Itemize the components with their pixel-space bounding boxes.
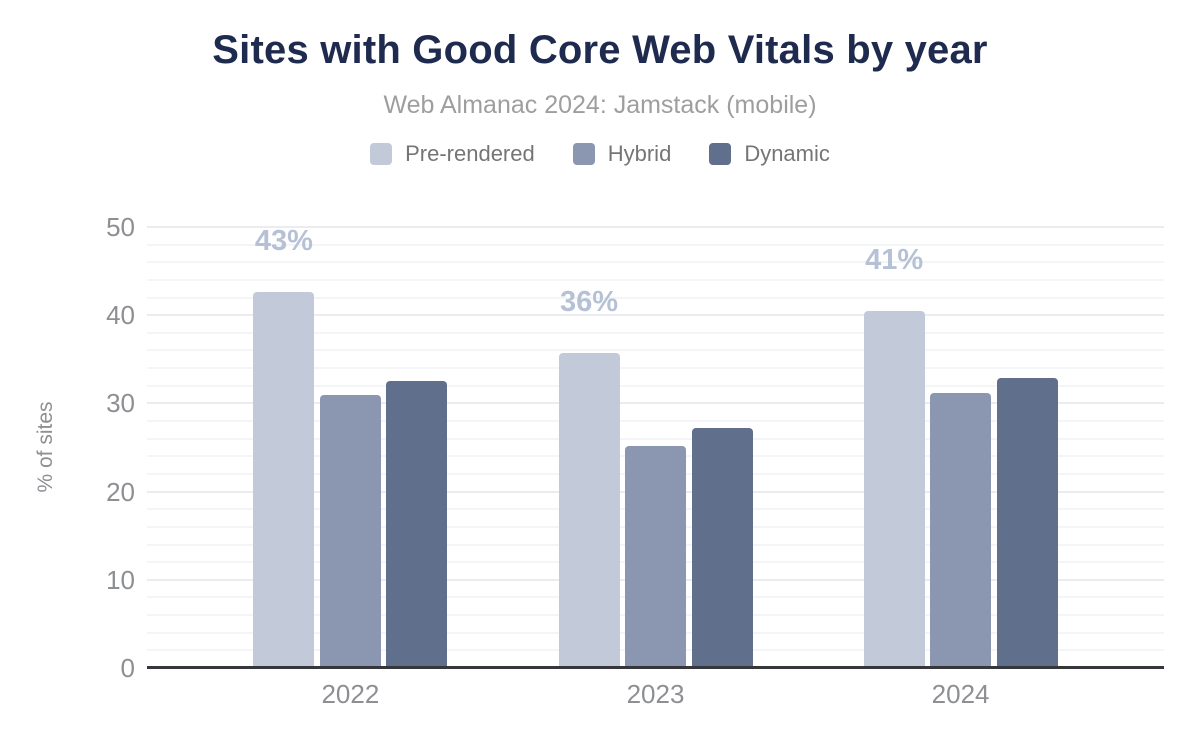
x-axis-tick-label-2022: 2022	[321, 679, 380, 709]
major-gridline	[147, 402, 1164, 405]
legend: Pre-rendered Hybrid Dynamic	[0, 141, 1200, 167]
minor-gridline	[147, 367, 1164, 370]
legend-swatch-hybrid	[572, 143, 595, 165]
bar-pre-rendered-2022	[253, 292, 315, 668]
legend-label: Dynamic	[744, 141, 830, 166]
bar-hybrid-2024	[930, 392, 992, 668]
bar-dynamic-2024	[996, 377, 1058, 668]
bar-hybrid-2022	[319, 394, 381, 668]
major-gridline	[147, 314, 1164, 317]
minor-gridline	[147, 384, 1164, 387]
major-gridline	[147, 226, 1164, 228]
bar-value-label-2022: 43%	[254, 225, 313, 258]
bar-value-label-2024: 41%	[865, 243, 924, 276]
legend-item-pre-rendered: Pre-rendered	[370, 141, 535, 167]
legend-label: Hybrid	[607, 141, 672, 166]
bar-pre-rendered-2023	[558, 353, 620, 668]
legend-item-dynamic: Dynamic	[709, 141, 830, 167]
chart-subtitle: Web Almanac 2024: Jamstack (mobile)	[383, 91, 817, 119]
y-axis-tick-label: 0	[120, 653, 135, 683]
minor-gridline	[147, 261, 1164, 264]
y-axis-tick-label: 20	[106, 476, 135, 507]
minor-gridline	[147, 278, 1164, 281]
minor-gridline	[147, 296, 1164, 299]
x-axis-tick-label-2023: 2023	[626, 679, 685, 709]
minor-gridline	[147, 349, 1164, 352]
y-axis-tick-label: 50	[106, 212, 135, 242]
bar-hybrid-2023	[625, 445, 686, 668]
bar-dynamic-2023	[691, 428, 753, 668]
legend-swatch-dynamic	[709, 143, 732, 165]
legend-label: Pre-rendered	[405, 141, 535, 166]
bar-pre-rendered-2024	[863, 310, 925, 668]
x-axis-line	[147, 666, 1164, 669]
y-axis-tick-label: 30	[106, 388, 135, 419]
bar-dynamic-2022	[386, 381, 448, 668]
y-axis-title: % of sites	[34, 401, 57, 493]
minor-gridline	[147, 437, 1164, 440]
y-axis-tick-label: 10	[106, 564, 135, 595]
legend-item-hybrid: Hybrid	[572, 141, 672, 167]
legend-swatch-pre-rendered	[370, 143, 393, 165]
chart-title: Sites with Good Core Web Vitals by year	[212, 28, 988, 72]
minor-gridline	[147, 243, 1164, 246]
plot-area: 43% 36% 41%	[147, 225, 1164, 669]
minor-gridline	[147, 420, 1164, 423]
x-axis-tick-label-2024: 2024	[931, 679, 990, 709]
y-axis-tick-label: 40	[106, 300, 135, 331]
minor-gridline	[147, 331, 1164, 334]
bar-value-label-2023: 36%	[559, 286, 619, 319]
